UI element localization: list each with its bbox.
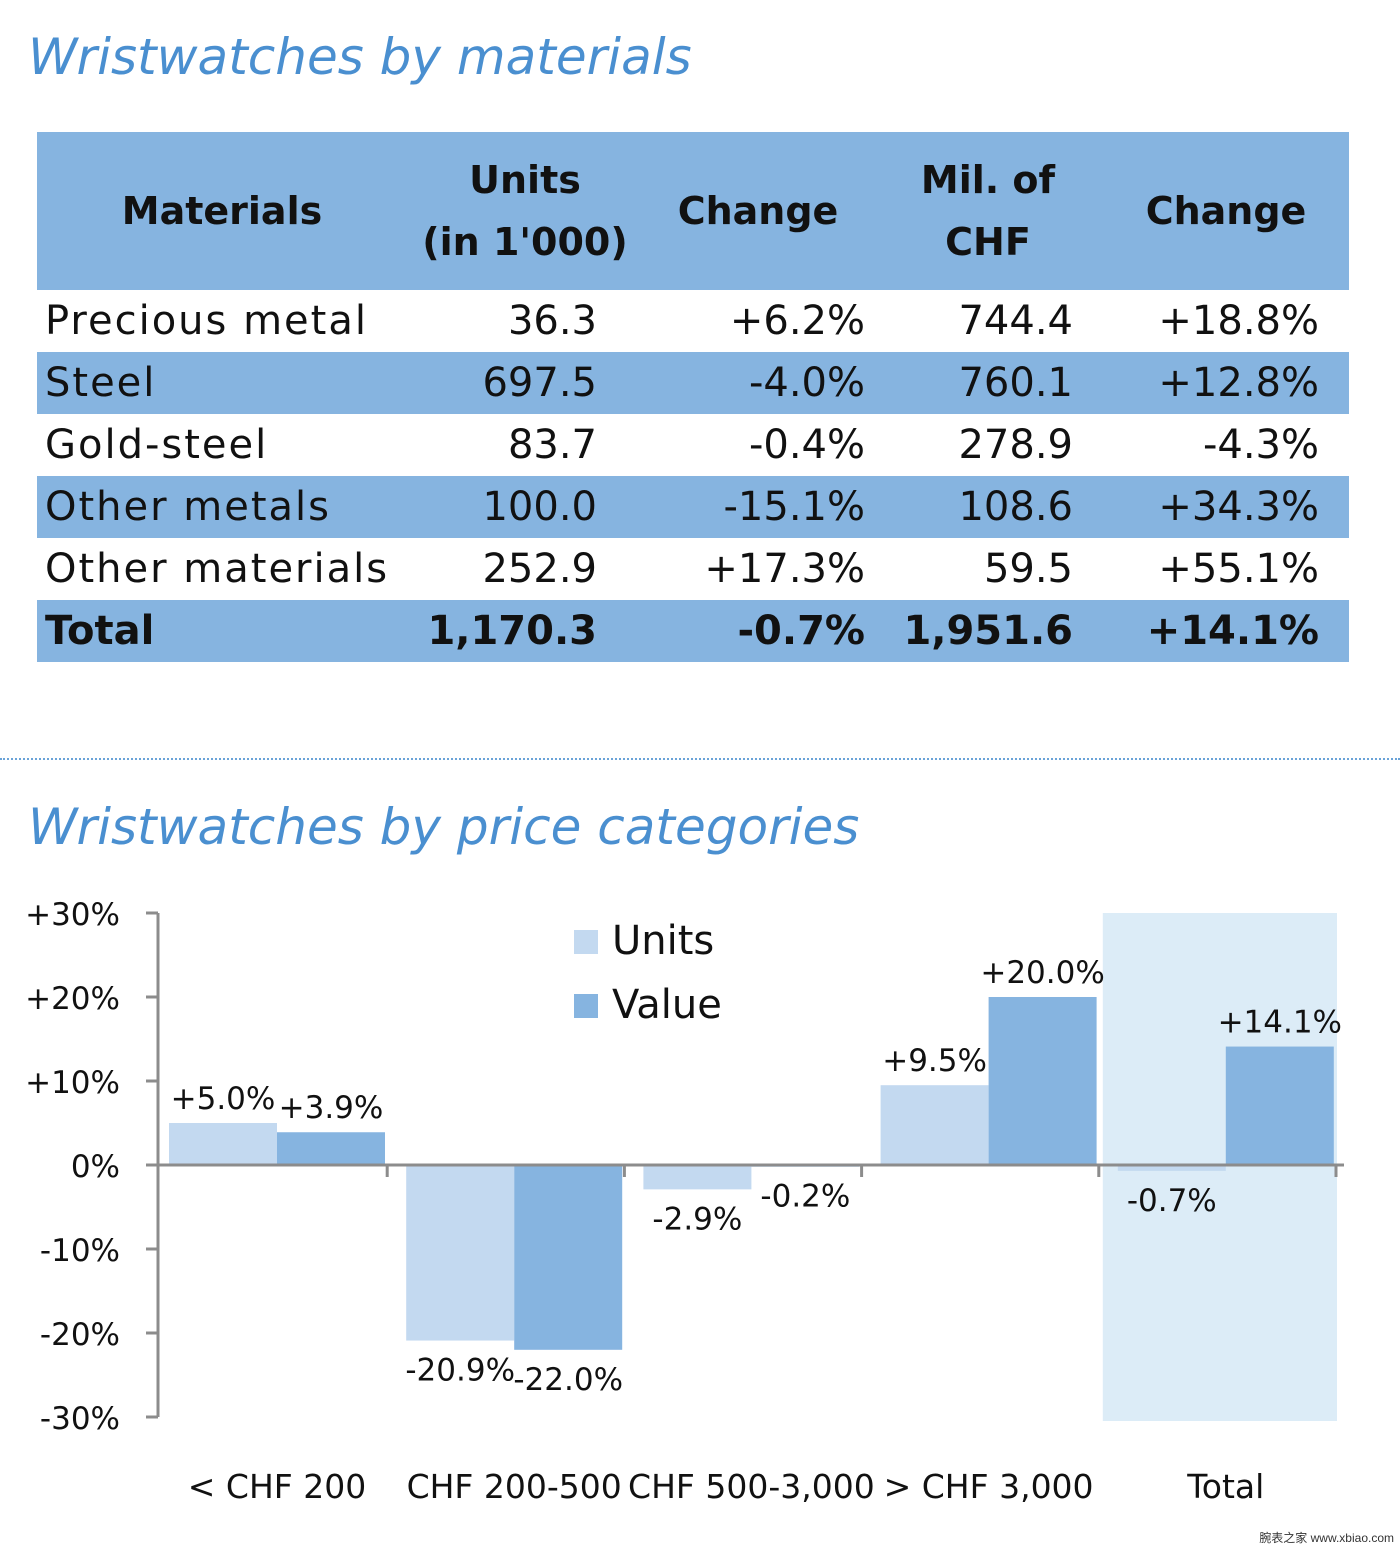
table-cell: 1,951.6 <box>873 600 1103 662</box>
table-cell: +34.3% <box>1103 476 1349 538</box>
y-tick-label: -10% <box>40 1233 120 1269</box>
table-cell: -4.0% <box>643 352 873 414</box>
table-row: Other metals 100.0 -15.1% 108.6 +34.3% <box>37 476 1349 538</box>
price-section-title: Wristwatches by price categories <box>28 798 860 856</box>
legend-label: Value <box>612 982 722 1028</box>
x-tick-label: Total <box>1186 1467 1264 1506</box>
column-header: Units (in 1'000) <box>407 132 643 290</box>
table-cell: 100.0 <box>407 476 643 538</box>
column-header-line: Change <box>1145 189 1307 233</box>
y-tick-label: +30% <box>25 897 120 933</box>
data-label: -2.9% <box>652 1201 742 1237</box>
column-header: Mil. of CHF <box>873 132 1103 290</box>
material-name: Gold-steel <box>45 422 269 468</box>
table-cell: 697.5 <box>407 352 643 414</box>
data-label: -22.0% <box>513 1362 623 1398</box>
section-divider <box>0 758 1400 760</box>
column-header: Change <box>1103 132 1349 290</box>
x-tick-label: > CHF 3,000 <box>884 1467 1094 1506</box>
column-header-line: Units <box>469 158 581 202</box>
bar-units <box>1117 1165 1226 1171</box>
total-row: Total 1,170.3 -0.7% 1,951.6 +14.1% <box>37 600 1349 662</box>
legend-label: Units <box>612 918 714 964</box>
bar-units <box>880 1085 989 1165</box>
table-cell: 744.4 <box>958 298 1073 344</box>
column-header: Change <box>643 132 873 290</box>
column-header-line: Change <box>677 189 839 233</box>
x-tick-label: CHF 200-500 <box>407 1467 622 1506</box>
material-name: Other metals <box>37 476 407 538</box>
material-name: Other materials <box>45 546 390 592</box>
table-cell: +14.1% <box>1103 600 1349 662</box>
table-cell: +6.2% <box>729 298 865 344</box>
table-header-row: Materials Units (in 1'000) Change Mil. of CHF… <box>37 132 1349 290</box>
table-row: Precious metal 36.3 +6.2% 744.4 +18.8% <box>37 290 1349 352</box>
table-cell: 278.9 <box>958 422 1073 468</box>
column-header-line: CHF <box>945 220 1031 264</box>
table-cell: +17.3% <box>704 546 865 592</box>
data-label: -20.9% <box>405 1353 515 1389</box>
data-label: +5.0% <box>171 1081 276 1117</box>
materials-section-title: Wristwatches by materials <box>28 28 692 86</box>
bar-value <box>277 1132 385 1165</box>
table-cell: 760.1 <box>873 352 1103 414</box>
x-tick-label: < CHF 200 <box>188 1467 366 1506</box>
data-label: +14.1% <box>1218 1005 1342 1041</box>
material-name: Total <box>37 600 407 662</box>
table-cell: +55.1% <box>1158 546 1319 592</box>
legend-swatch-units <box>574 930 598 954</box>
table-cell: -15.1% <box>643 476 873 538</box>
table-row: Steel 697.5 -4.0% 760.1 +12.8% <box>37 352 1349 414</box>
column-header-line: Materials <box>121 189 323 233</box>
table-row: Other materials 252.9 +17.3% 59.5 +55.1% <box>37 538 1349 600</box>
materials-table: Materials Units (in 1'000) Change Mil. of CHF… <box>37 132 1349 662</box>
table-cell: 108.6 <box>873 476 1103 538</box>
column-header-line: Mil. of <box>920 158 1056 202</box>
bar-units <box>169 1123 277 1165</box>
x-tick-label: CHF 500-3,000 <box>628 1467 875 1506</box>
legend-swatch-value <box>574 994 598 1018</box>
bar-units <box>406 1165 515 1341</box>
y-tick-label: -30% <box>40 1401 120 1437</box>
column-header-line: (in 1'000) <box>422 220 628 264</box>
table-row: Gold-steel 83.7 -0.4% 278.9 -4.3% <box>37 414 1349 476</box>
data-label: +3.9% <box>279 1090 384 1126</box>
material-name: Steel <box>37 352 407 414</box>
bar-value <box>988 997 1097 1165</box>
price-category-chart: +5.0% +3.9% < CHF 200 -20.9%-22.0% CHF 200-5… <box>25 897 1344 1506</box>
table-cell: 36.3 <box>507 298 597 344</box>
watermark: 腕表之家 www.xbiao.com <box>1259 1531 1394 1545</box>
table-cell: 1,170.3 <box>407 600 643 662</box>
table-cell: +18.8% <box>1158 298 1319 344</box>
data-label: -0.2% <box>760 1179 850 1215</box>
y-tick-label: -20% <box>40 1317 120 1353</box>
bar-value <box>1225 1046 1334 1165</box>
material-name: Precious metal <box>45 298 368 344</box>
table-cell: +12.8% <box>1103 352 1349 414</box>
table-cell: 59.5 <box>983 546 1073 592</box>
data-label: +9.5% <box>882 1043 987 1079</box>
column-header: Materials <box>37 132 407 290</box>
y-tick-label: +10% <box>25 1065 120 1101</box>
y-tick-label: 0% <box>71 1149 120 1185</box>
bar-units <box>643 1165 752 1190</box>
data-label: +20.0% <box>980 955 1104 991</box>
data-label: -0.7% <box>1127 1183 1217 1219</box>
table-cell: -4.3% <box>1202 422 1319 468</box>
table-cell: -0.7% <box>643 600 873 662</box>
table-cell: 83.7 <box>507 422 597 468</box>
table-cell: 252.9 <box>482 546 597 592</box>
table-cell: -0.4% <box>748 422 865 468</box>
bar-value <box>514 1165 623 1350</box>
y-tick-label: +20% <box>25 981 120 1017</box>
